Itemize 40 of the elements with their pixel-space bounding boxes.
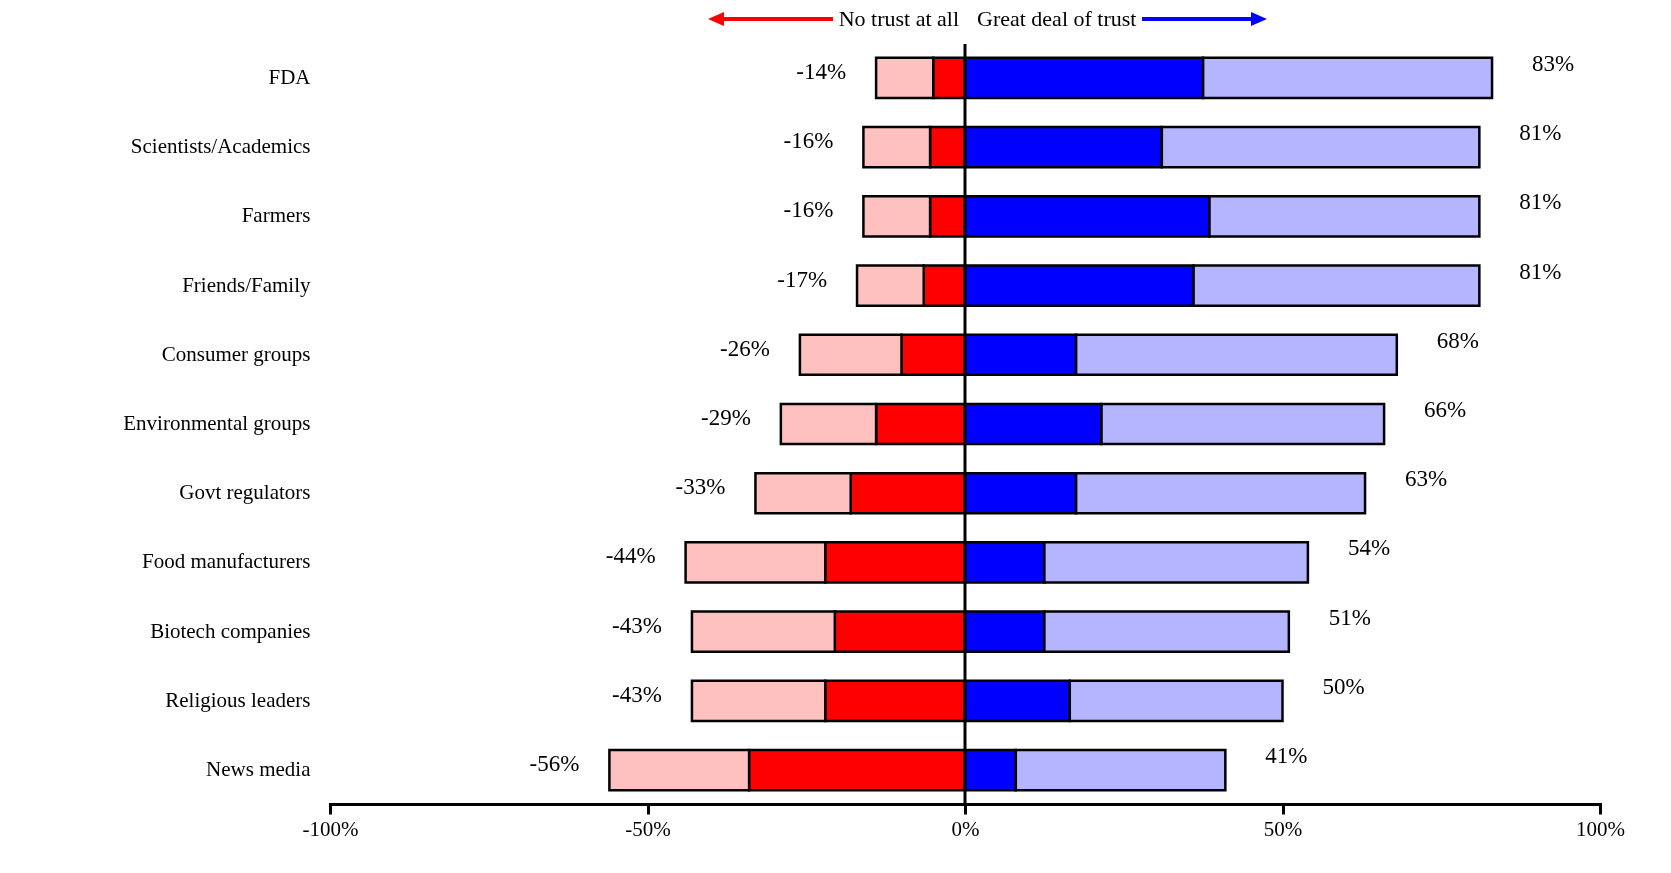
y-tick-label: Biotech companies: [150, 618, 311, 643]
y-tick-label: Friends/Family: [182, 272, 311, 297]
y-tick-label: Religious leaders: [165, 687, 311, 712]
annotation: -43%: [612, 612, 662, 638]
annotation: -33%: [675, 474, 726, 500]
x-tick-label: -100%: [302, 816, 359, 841]
annotation: 51%: [1328, 604, 1372, 630]
x-tick-label: -50%: [625, 816, 671, 841]
y-tick-label: Scientists/Academics: [130, 134, 311, 159]
annotation: 68%: [1436, 327, 1479, 353]
y-tick-label: News media: [206, 757, 312, 782]
annotation: -16%: [783, 128, 834, 154]
annotation: -29%: [701, 405, 751, 430]
y-tick-label: Environmental groups: [123, 411, 311, 435]
annotation: 50%: [1322, 673, 1365, 699]
x-tick-label: 100%: [1576, 816, 1625, 841]
text: Great deal of trust: [977, 6, 1137, 32]
x-tick-label: 0%: [951, 816, 980, 841]
annotation: 54%: [1347, 535, 1391, 561]
annotation: -44%: [605, 543, 656, 569]
annotation: -43%: [612, 681, 662, 707]
annotation: 66%: [1424, 397, 1467, 422]
annotation: 81%: [1519, 120, 1562, 146]
annotation: 41%: [1265, 743, 1308, 769]
y-tick-label: Consumer groups: [161, 341, 311, 366]
x-tick-label: 50%: [1263, 816, 1303, 841]
annotation: -17%: [777, 266, 828, 292]
annotation: 63%: [1405, 466, 1448, 492]
annotation: -56%: [529, 751, 580, 777]
y-tick-label: FDA: [268, 64, 312, 89]
text: No trust at all: [838, 6, 959, 32]
y-tick-label: Govt regulators: [179, 480, 311, 505]
y-tick-label: Farmers: [241, 203, 311, 228]
annotation: -14%: [796, 58, 847, 84]
y-tick-label: Food manufacturers: [141, 549, 311, 574]
annotation: 81%: [1519, 258, 1562, 284]
annotation: 83%: [1532, 50, 1575, 76]
annotation: -16%: [783, 197, 834, 223]
annotation: -26%: [720, 335, 770, 361]
annotation: 81%: [1519, 189, 1562, 215]
